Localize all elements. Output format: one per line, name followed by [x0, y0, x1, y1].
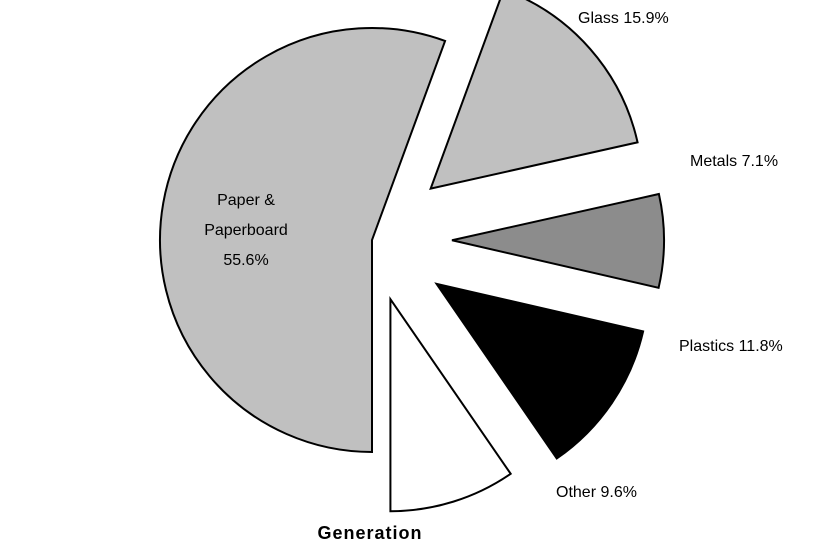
pie-slice [434, 282, 645, 460]
pie-slice [451, 192, 665, 289]
slice-label: Paper & Paperboard 55.6% [196, 186, 296, 276]
value-label: 7.1% [741, 153, 779, 170]
slice-label: Glass 15.9% [578, 4, 669, 34]
category-label: Paper & Paperboard [204, 192, 288, 239]
chart-title: Generation [317, 523, 423, 543]
category-label: Metals [690, 153, 738, 170]
slice-label: Metals 7.1% [690, 147, 778, 177]
value-label: 55.6% [223, 252, 269, 269]
category-label: Plastics [679, 338, 735, 355]
category-label: Other [556, 484, 597, 501]
pie-slice [429, 0, 639, 190]
slice-label: Other 9.6% [556, 478, 637, 508]
slice-label: Plastics 11.8% [679, 332, 783, 362]
pie-slice [159, 27, 447, 454]
value-label: 15.9% [623, 10, 669, 27]
value-label: 11.8% [738, 338, 783, 355]
pie-slice [389, 295, 513, 513]
category-label: Glass [578, 10, 619, 27]
value-label: 9.6% [600, 484, 637, 501]
